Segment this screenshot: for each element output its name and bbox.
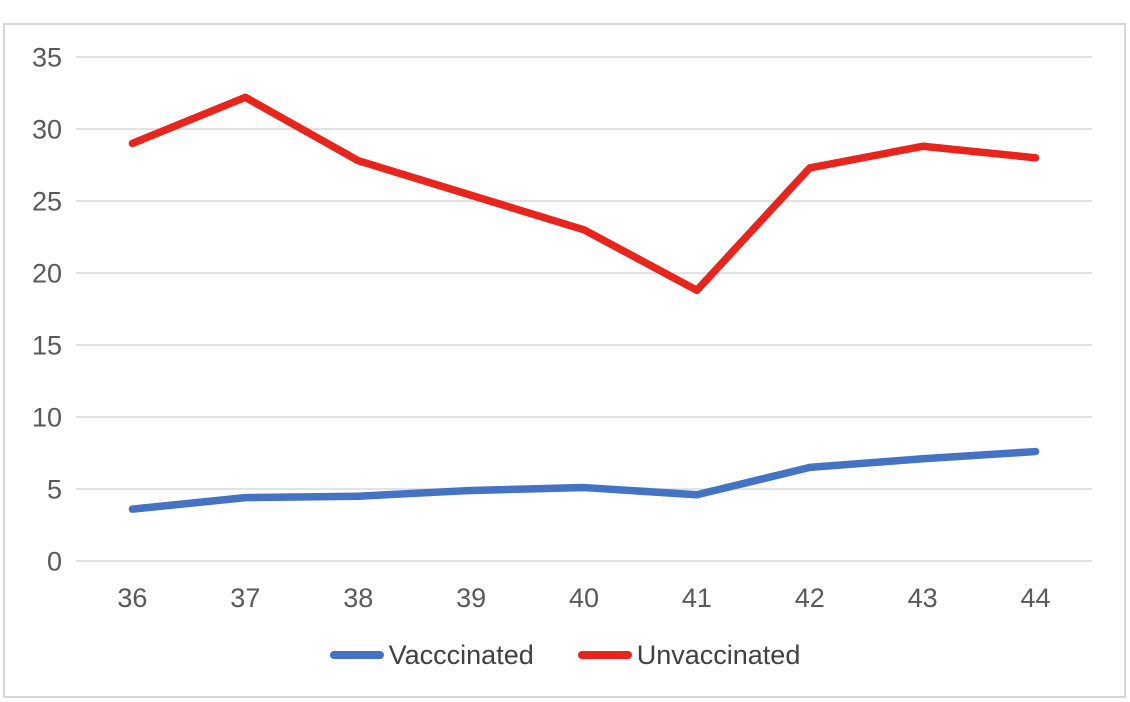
series-line-unvaccinated (128, 93, 1040, 295)
y-tick-label: 25 (32, 187, 62, 217)
x-tick-label: 42 (795, 583, 825, 613)
y-tick-label: 35 (32, 43, 62, 73)
chart-frame (3, 23, 1126, 698)
y-tick-label: 5 (47, 475, 62, 505)
x-tick-label: 44 (1021, 583, 1051, 613)
legend-label-vaccinated: Vacccinated (388, 640, 534, 670)
legend-item-vaccinated: Vacccinated (329, 639, 534, 671)
x-tick-label: 41 (682, 583, 712, 613)
x-tick-label: 37 (230, 583, 260, 613)
x-tick-label: 38 (343, 583, 373, 613)
y-tick-label: 0 (47, 547, 62, 577)
legend-label-unvaccinated: Unvaccinated (636, 640, 801, 670)
legend-swatch-vaccinated-line (329, 651, 384, 659)
x-tick-label: 40 (569, 583, 599, 613)
legend-item-unvaccinated: Unvaccinated (577, 639, 801, 671)
y-tick-label: 20 (32, 259, 62, 289)
y-tick-label: 15 (32, 331, 62, 361)
x-tick-label: 39 (456, 583, 486, 613)
y-tick-label: 10 (32, 403, 62, 433)
legend-swatch-unvaccinated-line (577, 651, 632, 659)
y-tick-label: 30 (32, 115, 62, 145)
chart-legend: Vacccinated Unvaccinated (0, 639, 1130, 671)
series-line-vacccinated (128, 447, 1040, 513)
x-tick-label: 43 (908, 583, 938, 613)
x-tick-label: 36 (117, 583, 147, 613)
